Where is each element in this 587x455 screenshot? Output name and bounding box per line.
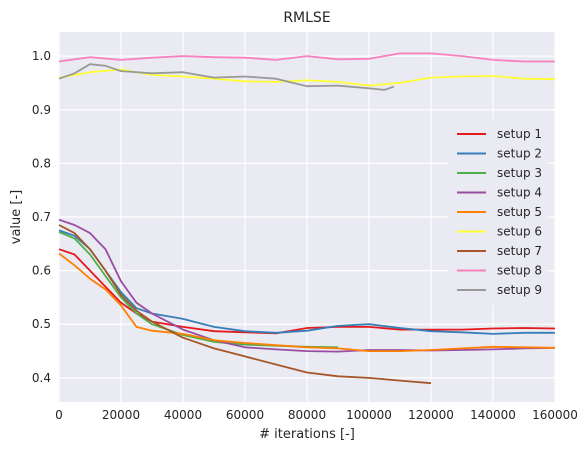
x-tick-label: 100000 (346, 408, 392, 422)
chart-title: RMLSE (283, 10, 330, 26)
series-line-8 (58, 52, 555, 63)
x-tick-label: 80000 (288, 408, 326, 422)
y-tick-label: 0.6 (32, 264, 51, 278)
y-axis-label: value [-] (9, 190, 24, 244)
series-line-7 (58, 224, 432, 385)
legend-label-8: setup 8 (497, 264, 542, 278)
legend: setup 1 setup 2 setup 3 setup 4 setup 5 setup… (448, 119, 548, 305)
series-line-5 (58, 252, 556, 352)
x-tick-label: 0 (55, 408, 63, 422)
y-tick-label: 1.0 (32, 49, 51, 63)
grid (58, 32, 556, 402)
x-tick-label: 40000 (164, 408, 202, 422)
x-axis-label: # iterations [-] (259, 427, 355, 442)
legend-label-4: setup 4 (497, 186, 542, 200)
y-tick-label: 0.4 (32, 371, 51, 385)
legend-label-6: setup 6 (497, 225, 542, 239)
x-tick-label: 140000 (470, 408, 516, 422)
y-tick-label: 0.7 (32, 210, 51, 224)
y-tick-label: 0.5 (32, 317, 51, 331)
tick-labels: 0 20000 40000 60000 80000 100000 120000 140000 1… (32, 49, 578, 422)
y-tick-label: 0.9 (32, 103, 51, 117)
series-line-4 (58, 218, 556, 353)
legend-label-5: setup 5 (497, 205, 542, 219)
legend-label-3: setup 3 (497, 166, 542, 180)
series-lines (58, 52, 556, 385)
x-tick-label: 60000 (226, 408, 264, 422)
legend-label-2: setup 2 (497, 147, 542, 161)
x-tick-label: 20000 (102, 408, 140, 422)
legend-label-7: setup 7 (497, 244, 542, 258)
x-tick-label: 120000 (408, 408, 454, 422)
y-tick-label: 0.8 (32, 156, 51, 170)
x-tick-label: 160000 (532, 408, 578, 422)
series-line-9 (58, 63, 395, 91)
legend-label-1: setup 1 (497, 127, 542, 141)
legend-label-9: setup 9 (497, 283, 542, 297)
